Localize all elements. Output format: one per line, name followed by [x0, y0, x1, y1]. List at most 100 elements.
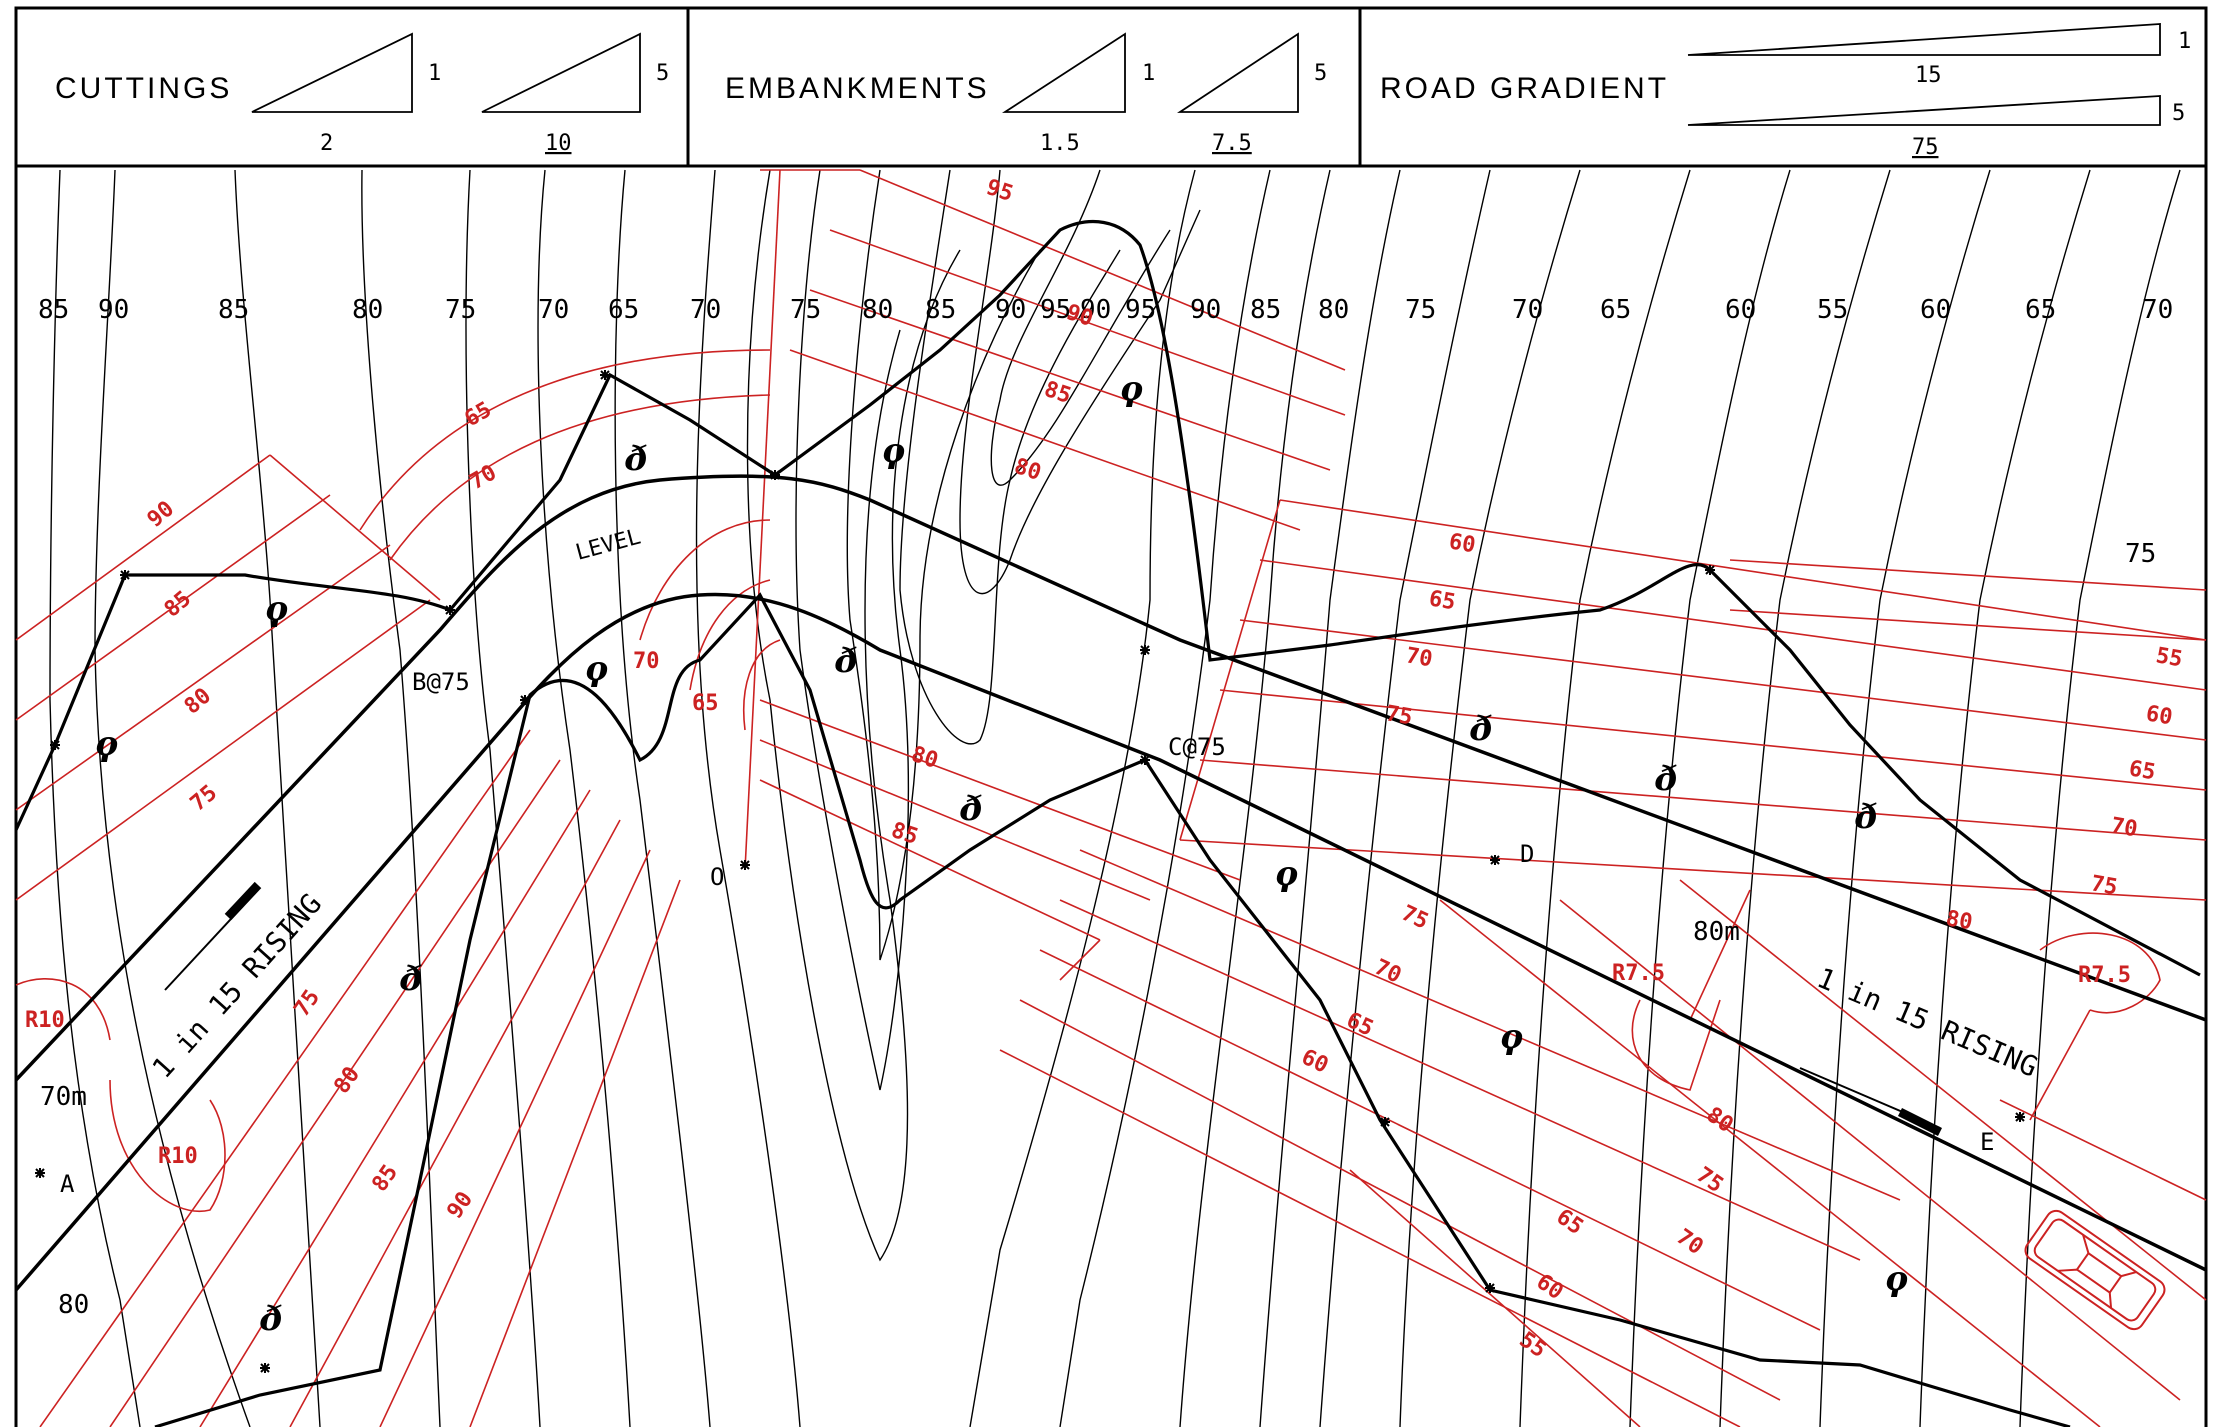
- contour-label: 95: [1125, 295, 1156, 325]
- formation-label: 70: [466, 460, 501, 495]
- contour-label: 70: [690, 295, 721, 325]
- contour-label: 65: [2025, 295, 2056, 325]
- formation-label: 75: [1397, 901, 1432, 935]
- embankments-rise-a: 1: [1142, 61, 1155, 86]
- cuttings-title: CUTTINGS: [55, 72, 232, 105]
- formation-label: 65: [692, 691, 719, 716]
- cut-symbol-icon: ð: [1469, 709, 1493, 749]
- formation-label: 95: [983, 175, 1016, 207]
- formation-label: 90: [442, 1187, 478, 1223]
- contour-label: 75: [1405, 295, 1436, 325]
- cut-symbol-icon: ð: [259, 1299, 283, 1339]
- formation-label: 70: [1672, 1224, 1708, 1260]
- cut-symbol-icon: ð: [399, 959, 423, 999]
- fill-symbol-icon: ϙ: [882, 431, 905, 471]
- contour-label-right: 75: [2125, 539, 2156, 569]
- formation-label: 85: [160, 586, 196, 622]
- radius-r75-mid: R7.5: [1612, 961, 1665, 986]
- contour-label: 70: [1512, 295, 1543, 325]
- contour-label: 85: [218, 295, 249, 325]
- contour-label: 60: [1725, 295, 1756, 325]
- formation-lines: [15, 169, 2207, 1427]
- contour-label: 85: [38, 295, 69, 325]
- formation-label: 55: [1515, 1327, 1551, 1363]
- contour-label: 95: [1040, 295, 1071, 325]
- contour-label: 90: [1080, 295, 1111, 325]
- contour-label: 85: [925, 295, 956, 325]
- cuttings-rise-b: 5: [656, 61, 669, 86]
- contour-label: 90: [995, 295, 1026, 325]
- embankments-title: EMBANKMENTS: [725, 72, 990, 105]
- earthwork-boundary: [14, 220, 2201, 1427]
- cut-symbol-icon: ð: [1654, 759, 1678, 799]
- formation-label: 70: [633, 649, 660, 674]
- cuttings-triangle-a: [251, 32, 413, 113]
- contour-label: 90: [1190, 295, 1221, 325]
- contour-label: 65: [1600, 295, 1631, 325]
- point-o-label: O: [710, 863, 724, 891]
- gradient-run-b: 75: [1912, 135, 1939, 160]
- contour-label: 70: [2142, 295, 2173, 325]
- formation-labels: 90 85 80 75 75 80 85 90 65 70 70 65 95 9…: [143, 175, 2185, 1363]
- contour-label: 55: [1817, 295, 1848, 325]
- formation-label: 85: [888, 818, 921, 850]
- formation-label: 70: [2109, 813, 2139, 842]
- cuttings-run-a: 2: [320, 131, 333, 156]
- radius-r10-top: R10: [25, 1008, 65, 1033]
- embankments-run-a: 1.5: [1040, 131, 1080, 156]
- cuttings-rise-a: 1: [428, 61, 441, 86]
- level-label: LEVEL: [573, 525, 643, 566]
- formation-label: 65: [1552, 1204, 1588, 1240]
- fill-symbol-icon: ϙ: [1885, 1259, 1908, 1299]
- formation-label: 85: [367, 1160, 403, 1196]
- formation-label: 80: [1944, 906, 1974, 935]
- fill-symbol-icon: ϙ: [95, 724, 118, 764]
- fill-symbol-icon: ϙ: [1275, 854, 1298, 894]
- point-b-label: B@75: [412, 668, 470, 696]
- formation-label: 65: [2127, 756, 2157, 785]
- contour-label: 90: [98, 295, 129, 325]
- formation-label: 75: [2089, 871, 2119, 900]
- contour-label-70m: 70m: [40, 1082, 87, 1112]
- contour-label: 60: [1920, 295, 1951, 325]
- cuttings-triangle-b: [481, 32, 641, 113]
- map-frame: [14, 166, 2208, 1427]
- formation-label: 65: [461, 397, 496, 432]
- radius-r75-right: R7.5: [2078, 963, 2131, 988]
- contour-label: 70: [538, 295, 569, 325]
- road-gradient-title: ROAD GRADIENT: [1380, 72, 1669, 105]
- formation-label: 80: [908, 742, 941, 774]
- embankments-triangle-b: [1177, 32, 1299, 113]
- cut-symbol-icon: ð: [1854, 797, 1878, 837]
- contour-label: 65: [608, 295, 639, 325]
- rising-right-label: 1 in 15 RISING: [1812, 961, 2042, 1084]
- contour-label-80: 80: [58, 1290, 89, 1320]
- formation-label: 60: [1447, 529, 1477, 558]
- gradient-wedge-a: [1687, 23, 2161, 56]
- gradient-wedge-b: [1687, 95, 2161, 126]
- formation-label: 80: [180, 683, 216, 719]
- contour-lines: [49, 169, 2181, 1427]
- fill-symbol-icon: ϙ: [265, 589, 288, 629]
- contour-label: 80: [1318, 295, 1349, 325]
- radius-r10-bottom: R10: [158, 1144, 198, 1169]
- point-e-label: E: [1980, 1128, 1994, 1156]
- formation-label: 65: [1342, 1008, 1377, 1042]
- fill-symbol-icon: ϙ: [1120, 369, 1143, 409]
- contour-label: 80: [862, 295, 893, 325]
- formation-label: 70: [1404, 643, 1434, 672]
- formation-label: 75: [1384, 701, 1414, 730]
- road-centreline: [14, 474, 2207, 1292]
- formation-label: 85: [1041, 377, 1074, 409]
- legend-panel: CUTTINGS 1 2 5 10 EMBANKMENTS 1 1.5 5 7.…: [14, 6, 2208, 168]
- point-c-label: C@75: [1168, 733, 1226, 761]
- formation-label: 75: [186, 780, 222, 816]
- formation-label: 75: [1692, 1162, 1728, 1198]
- cut-fill-symbols: ϙ ϙ ð ϙ ϙ ϙ ð ð ϙ ð ð ð ϙ ϙ ð ð: [95, 369, 1908, 1339]
- fill-symbol-icon: ϙ: [1500, 1017, 1523, 1057]
- cut-symbol-icon: ð: [624, 439, 648, 479]
- point-d-label: D: [1520, 840, 1534, 868]
- car-icon: [2024, 1209, 2166, 1331]
- point-a-label: A: [60, 1170, 75, 1198]
